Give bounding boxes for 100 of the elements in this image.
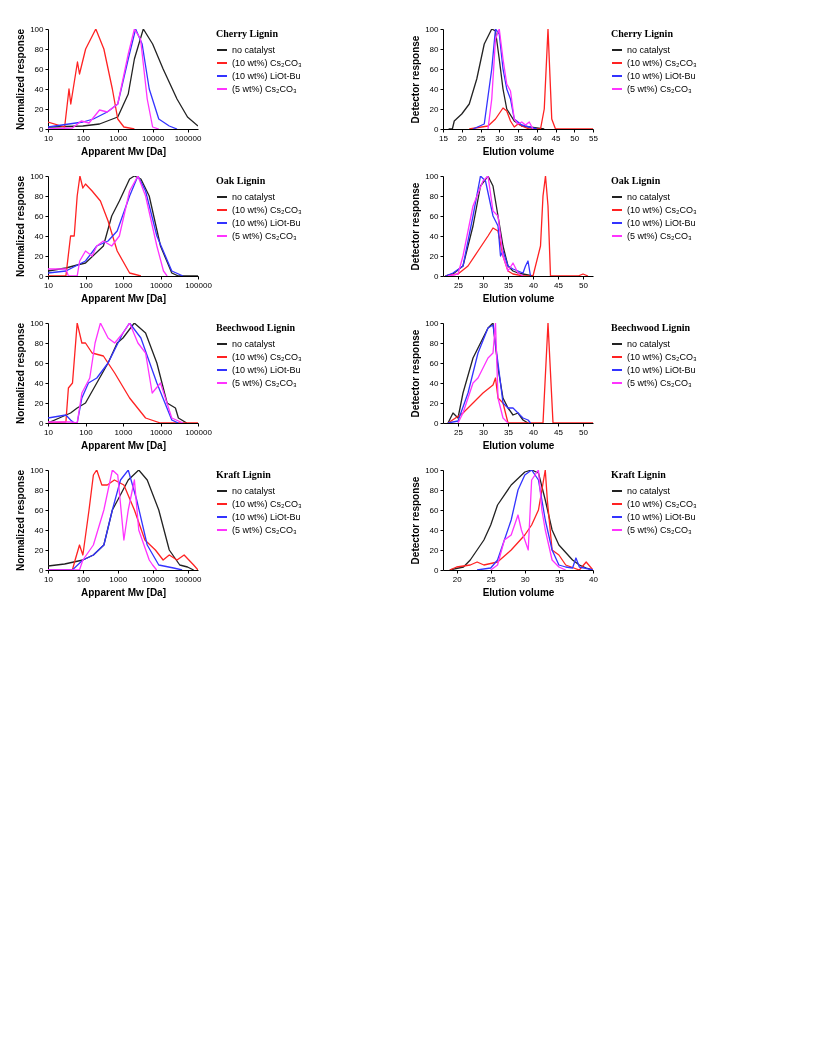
y-tick-label: 80 — [429, 485, 440, 495]
legend-label: (5 wt%) Cs₂CO₃ — [232, 525, 297, 535]
y-axis-title: Detector response — [410, 329, 422, 418]
y-tick-label: 60 — [429, 505, 440, 515]
y-tick-label: 100 — [30, 465, 45, 475]
y-tick-label: 100 — [425, 318, 440, 328]
x-tick-label: 100000 — [185, 280, 213, 290]
x-tick-label: 20 — [457, 133, 468, 143]
line-series — [472, 29, 538, 129]
y-tick-label: 60 — [429, 358, 440, 368]
legend-label: (5 wt%) Cs₂CO₃ — [627, 525, 692, 535]
x-tick-label: 55 — [589, 133, 599, 143]
x-tick-label: 10 — [44, 133, 54, 143]
y-tick-label: 20 — [34, 104, 45, 114]
y-tick-label: 60 — [34, 211, 45, 221]
legend-label: (10 wt%) Cs₂CO₃ — [627, 499, 697, 509]
line-series — [449, 470, 593, 570]
y-tick-label: 20 — [429, 251, 440, 261]
x-tick-label: 1000 — [114, 280, 133, 290]
x-tick-label: 10000 — [142, 574, 165, 584]
legend-label: (10 wt%) Cs₂CO₃ — [232, 205, 302, 215]
x-tick-label: 40 — [589, 574, 599, 584]
legend-label: (10 wt%) Cs₂CO₃ — [627, 58, 697, 68]
y-tick-label: 80 — [34, 485, 45, 495]
legend-label: no catalyst — [627, 45, 671, 55]
legend-label: (10 wt%) Cs₂CO₃ — [232, 352, 302, 362]
x-tick-label: 45 — [554, 427, 564, 437]
x-tick-label: 100000 — [185, 427, 213, 437]
y-axis-title: Detector response — [410, 35, 422, 124]
x-tick-label: 25 — [454, 280, 464, 290]
y-tick-label: 100 — [30, 24, 45, 34]
y-tick-label: 0 — [39, 418, 45, 428]
legend-label: (5 wt%) Cs₂CO₃ — [627, 231, 692, 241]
y-tick-label: 0 — [39, 565, 45, 575]
x-tick-label: 1000 — [109, 133, 128, 143]
legend-label: no catalyst — [627, 339, 671, 349]
legend-label: no catalyst — [627, 486, 671, 496]
x-tick-label: 100000 — [174, 133, 202, 143]
y-tick-label: 0 — [434, 418, 440, 428]
y-tick-label: 0 — [39, 124, 45, 134]
x-tick-label: 40 — [529, 280, 539, 290]
x-tick-label: 25 — [476, 133, 486, 143]
x-axis-title: Apparent Mw [Da] — [81, 292, 166, 304]
x-tick-label: 100 — [79, 427, 94, 437]
x-tick-label: 100 — [76, 574, 91, 584]
legend-label: (10 wt%) LiOt-Bu — [627, 218, 696, 228]
x-tick-label: 10000 — [142, 133, 165, 143]
x-axis-title: Elution volume — [482, 586, 555, 598]
legend-title: Oak Lignin — [611, 175, 661, 186]
legend-label: (10 wt%) LiOt-Bu — [232, 512, 301, 522]
y-tick-label: 80 — [429, 191, 440, 201]
y-tick-label: 80 — [429, 44, 440, 54]
y-tick-label: 100 — [30, 171, 45, 181]
line-series — [476, 470, 593, 570]
y-tick-label: 40 — [34, 378, 45, 388]
legend-title: Kraft Lignin — [216, 469, 272, 480]
y-tick-label: 40 — [429, 378, 440, 388]
y-tick-label: 60 — [34, 358, 45, 368]
y-tick-label: 0 — [39, 271, 45, 281]
x-tick-label: 15 — [439, 133, 449, 143]
x-tick-label: 25 — [486, 574, 497, 584]
legend-label: (5 wt%) Cs₂CO₃ — [232, 84, 297, 94]
x-axis-title: Apparent Mw [Da] — [81, 439, 166, 451]
x-tick-label: 30 — [479, 427, 489, 437]
y-tick-label: 20 — [429, 545, 440, 555]
x-tick-label: 40 — [529, 427, 539, 437]
x-tick-label: 50 — [579, 280, 589, 290]
legend-label: no catalyst — [232, 339, 276, 349]
legend-label: (10 wt%) Cs₂CO₃ — [627, 352, 697, 362]
legend-title: Kraft Lignin — [611, 469, 667, 480]
x-tick-label: 1000 — [109, 574, 128, 584]
x-axis-title: Elution volume — [482, 439, 555, 451]
x-tick-label: 100 — [76, 133, 91, 143]
line-series — [447, 323, 593, 423]
y-axis-title: Detector response — [410, 476, 422, 565]
y-axis-title: Normalized response — [15, 469, 27, 572]
x-tick-label: 35 — [504, 427, 514, 437]
y-tick-label: 60 — [34, 64, 45, 74]
x-tick-label: 1000 — [114, 427, 133, 437]
legend-label: (5 wt%) Cs₂CO₃ — [627, 84, 692, 94]
line-series — [490, 470, 567, 570]
y-tick-label: 80 — [34, 338, 45, 348]
legend-label: (10 wt%) LiOt-Bu — [627, 365, 696, 375]
legend-label: no catalyst — [232, 45, 276, 55]
x-tick-label: 10 — [44, 574, 54, 584]
y-tick-label: 60 — [34, 505, 45, 515]
x-tick-label: 40 — [532, 133, 543, 143]
y-tick-label: 60 — [429, 211, 440, 221]
y-tick-label: 20 — [429, 104, 440, 114]
x-tick-label: 50 — [579, 427, 589, 437]
legend-label: (5 wt%) Cs₂CO₃ — [627, 378, 692, 388]
legend-label: (10 wt%) LiOt-Bu — [232, 71, 301, 81]
x-tick-label: 10000 — [149, 427, 173, 437]
x-tick-label: 50 — [570, 133, 580, 143]
y-tick-label: 40 — [34, 84, 45, 94]
y-tick-label: 100 — [425, 171, 440, 181]
x-tick-label: 100000 — [174, 574, 202, 584]
y-axis-title: Normalized response — [15, 175, 27, 278]
y-tick-label: 20 — [34, 545, 45, 555]
legend-label: (10 wt%) LiOt-Bu — [232, 365, 301, 375]
